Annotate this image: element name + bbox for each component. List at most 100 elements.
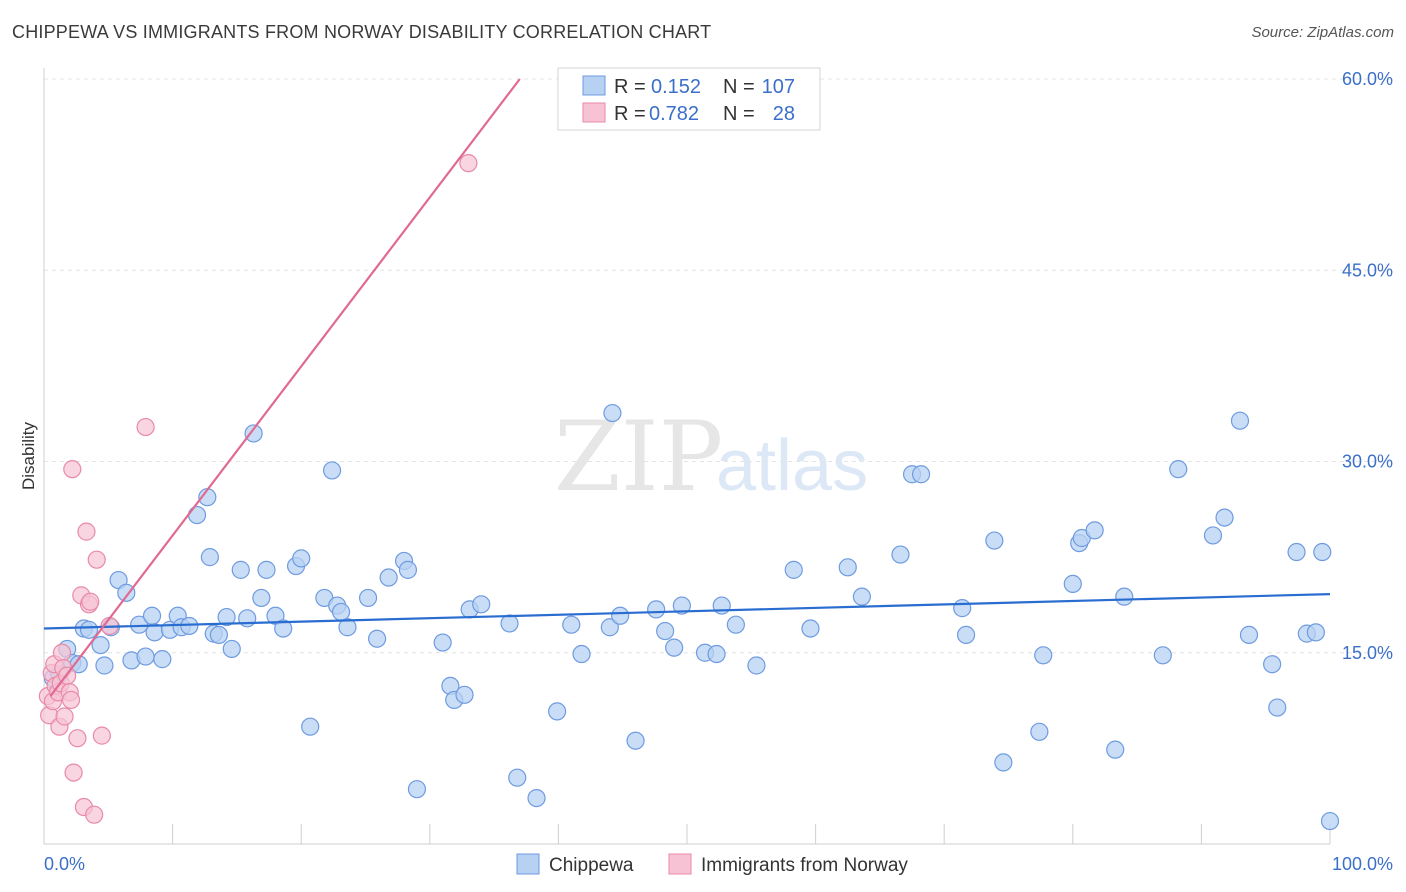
- norway-point-15: [63, 460, 82, 479]
- chippewa-point-6: [79, 620, 99, 639]
- bottom-legend-norway: Immigrants from Norway: [701, 855, 908, 876]
- watermark-atlas: atlas: [716, 426, 868, 506]
- chippewa-point-81: [911, 465, 931, 484]
- chippewa-point-7: [91, 635, 110, 655]
- norway-points: [38, 154, 478, 824]
- chippewa-point-73: [726, 615, 745, 634]
- chippewa-point-38: [301, 717, 320, 736]
- norway-point-25: [92, 726, 111, 745]
- bottom-legend-swatch-chippewa: [516, 853, 540, 875]
- chippewa-points: [43, 403, 1340, 831]
- chippewa-point-61: [572, 644, 591, 664]
- chippewa-point-37: [292, 549, 311, 568]
- chippewa-point-79: [891, 545, 910, 564]
- chippewa-point-40: [322, 461, 342, 480]
- chippewa-point-69: [672, 596, 691, 615]
- y-tick-label-45: 45.0%: [1342, 260, 1393, 280]
- chippewa-point-87: [1034, 646, 1053, 665]
- chippewa-point-31: [244, 424, 263, 443]
- chippewa-point-26: [209, 625, 228, 645]
- norway-point-27: [136, 417, 155, 437]
- norway-point-17: [68, 729, 87, 748]
- chippewa-point-28: [222, 639, 241, 659]
- chippewa-point-27: [217, 607, 236, 627]
- watermark-zip: ZIP: [554, 401, 723, 513]
- chippewa-point-29: [231, 560, 250, 579]
- chippewa-point-21: [180, 616, 199, 636]
- legend-r-value-2: 0.782: [649, 103, 699, 125]
- legend-swatch-norway: [582, 102, 606, 123]
- legend-n-value-1: 107: [762, 76, 795, 98]
- chippewa-point-44: [358, 588, 378, 608]
- bottom-legend-chippewa: Chippewa: [549, 855, 634, 876]
- chippewa-point-82: [953, 599, 972, 618]
- chippewa-point-94: [1153, 646, 1172, 665]
- norway-point-16: [64, 763, 83, 782]
- chippewa-point-74: [747, 656, 766, 675]
- chippewa-point-84: [985, 531, 1004, 550]
- x-ticks: [172, 824, 1331, 844]
- chippewa-point-57: [508, 768, 527, 787]
- norway-trend-line: [49, 78, 521, 697]
- norway-point-11: [55, 707, 74, 726]
- norway-point-28: [459, 154, 478, 173]
- chippewa-point-60: [562, 615, 581, 634]
- chippewa-point-66: [647, 600, 666, 619]
- chippewa-point-49: [407, 780, 427, 799]
- legend-r-value-1: 0.152: [651, 76, 701, 98]
- chippewa-point-105: [1313, 542, 1332, 562]
- chippewa-point-104: [1306, 623, 1325, 642]
- norway-point-23: [85, 805, 104, 824]
- chippewa-point-35: [274, 619, 293, 638]
- chippewa-point-95: [1169, 460, 1188, 479]
- chippewa-point-68: [665, 638, 684, 657]
- chippewa-point-67: [656, 621, 675, 641]
- x-tick-label-min: 0.0%: [44, 854, 85, 874]
- chippewa-point-55: [472, 595, 491, 614]
- chippewa-point-22: [187, 505, 207, 525]
- chippewa-point-65: [626, 731, 645, 750]
- norway-point-9: [52, 643, 72, 662]
- chippewa-point-64: [611, 606, 630, 625]
- legend-r-label-1: R =: [614, 76, 646, 98]
- chippewa-point-8: [95, 656, 114, 675]
- chippewa-point-14: [136, 647, 155, 666]
- chippewa-point-42: [331, 602, 351, 622]
- chippewa-point-91: [1085, 521, 1104, 540]
- trend-lines: [43, 78, 1331, 697]
- legend-n-label-1: N =: [723, 76, 755, 98]
- chippewa-point-83: [956, 625, 976, 645]
- chippewa-point-45: [367, 629, 387, 648]
- source-label: Source: ZipAtlas.com: [1251, 24, 1394, 41]
- chippewa-point-53: [455, 685, 474, 704]
- chippewa-point-63: [600, 618, 619, 637]
- legend-r-label-2: R =: [614, 103, 646, 125]
- chippewa-point-33: [257, 560, 276, 579]
- chippewa-point-56: [500, 614, 519, 633]
- y-tick-labels: 15.0% 30.0% 45.0% 60.0%: [1342, 69, 1393, 663]
- chippewa-point-17: [153, 650, 172, 669]
- chippewa-point-46: [379, 568, 398, 587]
- bottom-legend-swatch-norway: [668, 853, 692, 875]
- legend-n-label-2: N =: [723, 103, 755, 125]
- chippewa-trend-line: [43, 593, 1331, 630]
- chippewa-point-77: [838, 558, 857, 577]
- chippewa-point-43: [338, 618, 357, 637]
- y-tick-label-60: 60.0%: [1342, 69, 1393, 89]
- chippewa-point-98: [1230, 411, 1250, 430]
- chippewa-point-100: [1263, 655, 1282, 674]
- chippewa-point-101: [1268, 698, 1287, 717]
- chippewa-point-97: [1215, 508, 1234, 527]
- norway-point-14: [61, 690, 81, 710]
- chippewa-point-11: [117, 583, 136, 602]
- chart-title: CHIPPEWA VS IMMIGRANTS FROM NORWAY DISAB…: [12, 22, 712, 42]
- legend-box: R = 0.152 N = 107 R = 0.782 N = 28: [557, 67, 821, 131]
- chippewa-point-85: [994, 753, 1013, 772]
- norway-point-24: [87, 550, 106, 569]
- norway-point-20: [77, 522, 96, 541]
- chippewa-point-62: [603, 403, 622, 423]
- bottom-legend: Chippewa Immigrants from Norway: [516, 853, 908, 876]
- legend-swatch-chippewa: [582, 75, 606, 96]
- chippewa-point-71: [707, 644, 726, 664]
- y-axis-title: Disability: [19, 421, 38, 490]
